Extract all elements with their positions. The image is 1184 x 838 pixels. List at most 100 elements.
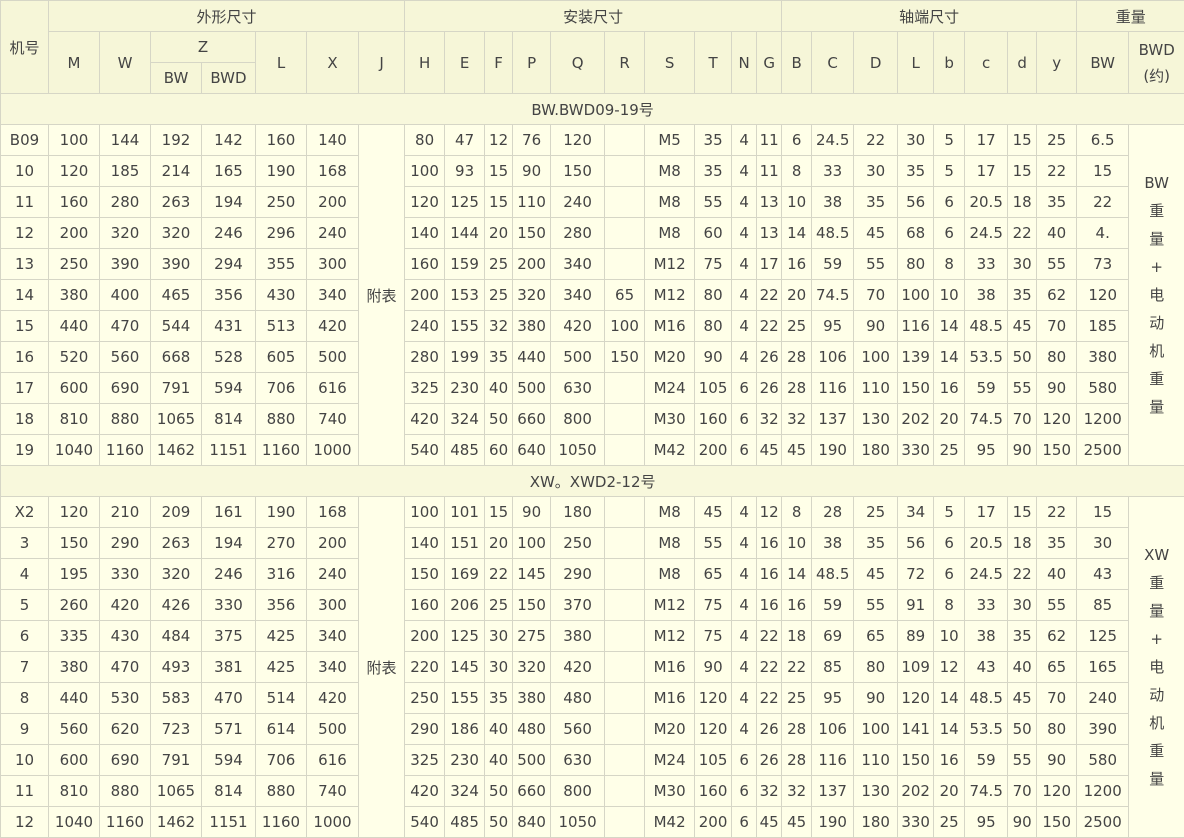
cell: 35 — [484, 341, 514, 373]
cell: 53.5 — [964, 341, 1009, 373]
cell: 180 — [550, 496, 606, 528]
cell: 10 — [933, 279, 966, 311]
cell: M16 — [644, 682, 696, 714]
cell: 560 — [48, 713, 100, 745]
data-row: 15 440 470 544 431 513 420 240 155 32 380 420 100 M16… — [0, 310, 1184, 342]
cell: 13 — [756, 217, 783, 249]
cell: M24 — [644, 372, 696, 404]
cell: 100 — [404, 155, 446, 187]
cell: 1151 — [201, 434, 256, 466]
cell: 53.5 — [964, 713, 1009, 745]
cell: 706 — [255, 372, 307, 404]
cell: 195 — [48, 558, 100, 590]
header-cell: BW — [1076, 31, 1130, 94]
cell: 320 — [150, 558, 202, 590]
cell: 74.5 — [811, 279, 855, 311]
cell: 540 — [404, 806, 446, 838]
cell: 668 — [150, 341, 202, 373]
header-cell: J — [357, 31, 406, 94]
cell: 160 — [694, 775, 733, 807]
cell: 168 — [306, 155, 359, 187]
cell: 28 — [781, 372, 813, 404]
weight-note: XW 重量 + 电动机重量 — [1128, 496, 1184, 838]
cell: 420 — [550, 310, 606, 342]
cell: 270 — [255, 527, 307, 559]
cell: 14 — [933, 341, 966, 373]
cell: 38 — [964, 620, 1009, 652]
cell: 263 — [150, 527, 202, 559]
cell: 375 — [201, 620, 256, 652]
cell: 25 — [484, 589, 514, 621]
cell: 493 — [150, 651, 202, 683]
cell: 1065 — [150, 403, 202, 435]
section-title: BW.BWD09-19号 — [0, 93, 1184, 125]
cell: 381 — [201, 651, 256, 683]
cell: 6 — [731, 372, 758, 404]
cell: 290 — [404, 713, 446, 745]
cell: 250 — [48, 248, 100, 280]
cell: 50 — [1007, 713, 1038, 745]
cell: 605 — [255, 341, 307, 373]
cell: 45 — [853, 558, 899, 590]
cell: 214 — [150, 155, 202, 187]
cell: 340 — [306, 279, 359, 311]
cell: 30 — [1007, 589, 1038, 621]
cell: 22 — [756, 310, 783, 342]
cell: 5 — [933, 155, 966, 187]
header-cell: E — [444, 31, 486, 94]
cell: 16 — [756, 527, 783, 559]
data-row: 11 810 880 1065 814 880 740 420 324 50 660 800 M30 16… — [0, 775, 1184, 807]
cell: 169 — [444, 558, 486, 590]
cell: 316 — [255, 558, 307, 590]
cell: 480 — [512, 713, 552, 745]
cell: 33 — [964, 589, 1009, 621]
cell: 14 — [933, 310, 966, 342]
cell: 16 — [756, 589, 783, 621]
cell: 14 — [933, 713, 966, 745]
cell: 22 — [781, 651, 813, 683]
cell: 48.5 — [811, 558, 855, 590]
cell: 240 — [550, 186, 606, 218]
cell: 35 — [1036, 527, 1078, 559]
cell: 660 — [512, 775, 552, 807]
cell: 150 — [48, 527, 100, 559]
data-row: 13 250 390 390 294 355 300 160 159 25 200 340 M12 75 4… — [0, 248, 1184, 280]
cell: 150 — [404, 558, 446, 590]
cell: 25 — [933, 434, 966, 466]
cell: 810 — [48, 403, 100, 435]
cell: M12 — [644, 248, 696, 280]
cell: 1050 — [550, 434, 606, 466]
cell: 65 — [694, 558, 733, 590]
cell: 8 — [933, 589, 966, 621]
cell: 12 — [756, 496, 783, 528]
cell: 230 — [444, 744, 486, 776]
cell: 250 — [255, 186, 307, 218]
cell: 142 — [201, 124, 256, 156]
cell: B09 — [0, 124, 49, 156]
cell: 420 — [99, 589, 151, 621]
cell: 4 — [731, 186, 758, 218]
cell: 30 — [484, 620, 514, 652]
cell: 240 — [306, 558, 359, 590]
cell: 35 — [853, 186, 899, 218]
data-row: X2 120 210 209 161 190 168 附表 100 101 15 90 180 M8 45 4… — [0, 496, 1184, 838]
cell: 30 — [484, 651, 514, 683]
cell: 263 — [150, 186, 202, 218]
cell: 200 — [48, 217, 100, 249]
cell: M12 — [644, 589, 696, 621]
note-line: 动 — [1149, 686, 1165, 704]
cell: 22 — [1036, 496, 1078, 528]
cell: 75 — [694, 248, 733, 280]
cell: 880 — [255, 775, 307, 807]
cell — [604, 248, 646, 280]
cell: 100 — [853, 713, 899, 745]
note-line: 机 — [1149, 714, 1165, 732]
cell: 4 — [731, 155, 758, 187]
data-row: 16 520 560 668 528 605 500 280 199 35 440 500 150 M20… — [0, 341, 1184, 373]
cell: 620 — [99, 713, 151, 745]
cell: 465 — [150, 279, 202, 311]
cell: 571 — [201, 713, 256, 745]
cell: 380 — [48, 279, 100, 311]
cell: 530 — [99, 682, 151, 714]
cell: 120 — [48, 496, 100, 528]
